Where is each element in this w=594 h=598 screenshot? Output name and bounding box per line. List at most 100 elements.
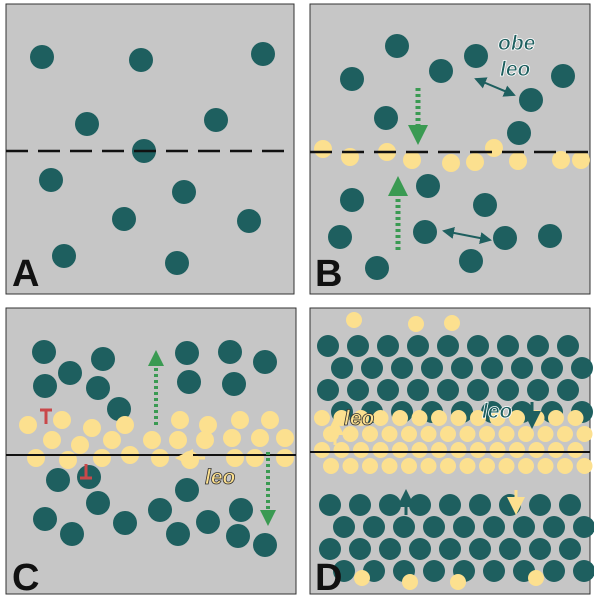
yellow-particle bbox=[568, 410, 584, 426]
yellow-particle bbox=[246, 449, 264, 467]
yellow-particle bbox=[226, 449, 244, 467]
teal-particle bbox=[416, 174, 440, 198]
teal-particle bbox=[413, 220, 437, 244]
yellow-particle bbox=[431, 410, 447, 426]
teal-particle bbox=[421, 357, 443, 379]
yellow-particle bbox=[43, 431, 61, 449]
yellow-particle bbox=[538, 426, 554, 442]
teal-particle bbox=[148, 498, 172, 522]
teal-particle bbox=[317, 379, 339, 401]
teal-particle bbox=[32, 340, 56, 364]
teal-particle bbox=[499, 494, 521, 516]
teal-particle bbox=[527, 379, 549, 401]
yellow-particle bbox=[518, 458, 534, 474]
teal-particle bbox=[409, 494, 431, 516]
teal-particle bbox=[177, 370, 201, 394]
yellow-particle bbox=[143, 431, 161, 449]
teal-particle bbox=[39, 168, 63, 192]
teal-particle bbox=[253, 533, 277, 557]
yellow-particle bbox=[529, 442, 545, 458]
yellow-particle bbox=[261, 411, 279, 429]
yellow-particle bbox=[485, 139, 503, 157]
yellow-particle bbox=[440, 426, 456, 442]
yellow-particle bbox=[518, 426, 534, 442]
yellow-particle bbox=[548, 410, 564, 426]
yellow-particle bbox=[323, 426, 339, 442]
teal-particle bbox=[499, 538, 521, 560]
teal-particle bbox=[467, 379, 489, 401]
yellow-particle bbox=[382, 426, 398, 442]
teal-particle bbox=[58, 361, 82, 385]
yellow-particle bbox=[509, 152, 527, 170]
yellow-particle bbox=[479, 458, 495, 474]
annotation: leo bbox=[500, 58, 531, 81]
yellow-particle bbox=[71, 436, 89, 454]
yellow-particle bbox=[276, 449, 294, 467]
teal-particle bbox=[543, 560, 565, 582]
teal-particle bbox=[469, 538, 491, 560]
teal-particle bbox=[374, 106, 398, 130]
yellow-particle bbox=[103, 431, 121, 449]
teal-particle bbox=[91, 347, 115, 371]
teal-particle bbox=[60, 522, 84, 546]
teal-particle bbox=[33, 374, 57, 398]
teal-particle bbox=[409, 538, 431, 560]
teal-particle bbox=[86, 376, 110, 400]
teal-particle bbox=[347, 335, 369, 357]
yellow-particle bbox=[196, 431, 214, 449]
teal-particle bbox=[469, 494, 491, 516]
teal-particle bbox=[349, 538, 371, 560]
yellow-particle bbox=[412, 410, 428, 426]
teal-particle bbox=[527, 335, 549, 357]
teal-particle bbox=[407, 379, 429, 401]
yellow-particle bbox=[451, 442, 467, 458]
teal-particle bbox=[165, 251, 189, 275]
yellow-particle bbox=[27, 449, 45, 467]
teal-particle bbox=[423, 516, 445, 538]
teal-particle bbox=[467, 335, 489, 357]
teal-particle bbox=[473, 193, 497, 217]
teal-particle bbox=[437, 335, 459, 357]
yellow-particle bbox=[382, 458, 398, 474]
teal-particle bbox=[391, 357, 413, 379]
teal-particle bbox=[481, 357, 503, 379]
teal-particle bbox=[379, 538, 401, 560]
teal-particle bbox=[377, 335, 399, 357]
yellow-particle bbox=[572, 151, 590, 169]
yellow-particle bbox=[548, 442, 564, 458]
teal-particle bbox=[429, 59, 453, 83]
teal-particle bbox=[377, 379, 399, 401]
yellow-particle bbox=[557, 426, 573, 442]
teal-particle bbox=[33, 507, 57, 531]
teal-particle bbox=[557, 379, 579, 401]
annotation: leo bbox=[482, 400, 513, 423]
yellow-particle bbox=[171, 411, 189, 429]
teal-particle bbox=[328, 225, 352, 249]
teal-particle bbox=[365, 256, 389, 280]
yellow-particle bbox=[499, 458, 515, 474]
teal-particle bbox=[229, 498, 253, 522]
yellow-particle bbox=[499, 426, 515, 442]
yellow-particle bbox=[181, 451, 199, 469]
teal-particle bbox=[573, 560, 594, 582]
teal-particle bbox=[129, 48, 153, 72]
yellow-particle bbox=[199, 416, 217, 434]
yellow-particle bbox=[444, 315, 460, 331]
yellow-particle bbox=[451, 410, 467, 426]
teal-particle bbox=[253, 350, 277, 374]
teal-particle bbox=[347, 379, 369, 401]
teal-particle bbox=[519, 88, 543, 112]
teal-particle bbox=[166, 522, 190, 546]
teal-particle bbox=[340, 67, 364, 91]
teal-particle bbox=[75, 112, 99, 136]
yellow-particle bbox=[19, 416, 37, 434]
teal-particle bbox=[513, 516, 535, 538]
yellow-particle bbox=[169, 431, 187, 449]
teal-particle bbox=[52, 244, 76, 268]
teal-particle bbox=[571, 357, 593, 379]
teal-particle bbox=[483, 516, 505, 538]
yellow-particle bbox=[552, 151, 570, 169]
teal-particle bbox=[385, 34, 409, 58]
teal-particle bbox=[393, 516, 415, 538]
teal-particle bbox=[196, 510, 220, 534]
